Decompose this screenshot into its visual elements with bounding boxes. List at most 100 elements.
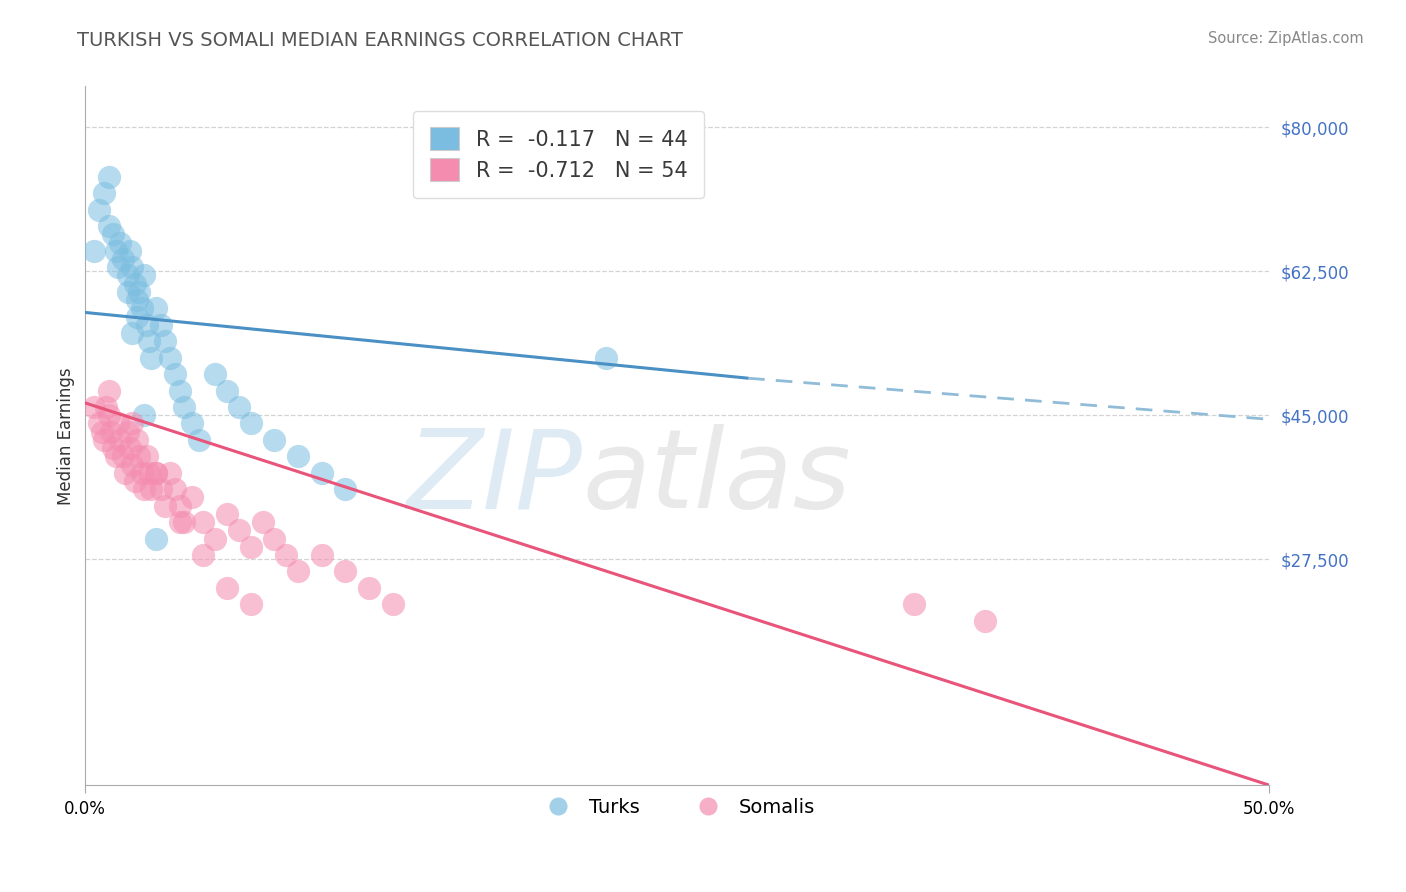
Point	[124, 474, 146, 488]
Point	[118, 441, 141, 455]
Legend: Turks, Somalis: Turks, Somalis	[531, 789, 823, 824]
Point	[163, 367, 186, 381]
Point	[135, 450, 157, 464]
Point	[97, 384, 120, 398]
Point	[104, 244, 127, 258]
Point	[125, 433, 148, 447]
Point	[263, 532, 285, 546]
Text: ZIP: ZIP	[406, 425, 582, 531]
Point	[83, 400, 105, 414]
Point	[149, 318, 172, 332]
Text: TURKISH VS SOMALI MEDIAN EARNINGS CORRELATION CHART: TURKISH VS SOMALI MEDIAN EARNINGS CORREL…	[77, 31, 683, 50]
Point	[287, 565, 309, 579]
Point	[973, 614, 995, 628]
Point	[276, 548, 298, 562]
Point	[97, 408, 120, 422]
Point	[335, 565, 357, 579]
Point	[173, 400, 195, 414]
Point	[117, 268, 139, 283]
Point	[100, 425, 122, 439]
Point	[90, 425, 112, 439]
Point	[263, 433, 285, 447]
Point	[97, 219, 120, 233]
Point	[169, 515, 191, 529]
Point	[89, 202, 111, 217]
Point	[128, 450, 150, 464]
Point	[121, 458, 143, 472]
Point	[131, 466, 153, 480]
Point	[93, 433, 115, 447]
Point	[117, 285, 139, 299]
Point	[110, 235, 132, 250]
Point	[107, 417, 129, 431]
Point	[169, 499, 191, 513]
Point	[131, 301, 153, 316]
Point	[111, 450, 134, 464]
Point	[145, 532, 167, 546]
Text: Source: ZipAtlas.com: Source: ZipAtlas.com	[1208, 31, 1364, 46]
Point	[134, 408, 156, 422]
Point	[311, 548, 333, 562]
Point	[180, 491, 202, 505]
Point	[215, 581, 238, 595]
Point	[204, 532, 226, 546]
Point	[287, 450, 309, 464]
Point	[155, 499, 177, 513]
Point	[135, 318, 157, 332]
Point	[114, 466, 136, 480]
Point	[595, 351, 617, 365]
Point	[104, 450, 127, 464]
Point	[239, 597, 262, 611]
Point	[311, 466, 333, 480]
Point	[252, 515, 274, 529]
Y-axis label: Median Earnings: Median Earnings	[58, 367, 75, 505]
Point	[118, 244, 141, 258]
Text: atlas: atlas	[582, 425, 851, 531]
Point	[335, 482, 357, 496]
Point	[149, 482, 172, 496]
Point	[193, 548, 215, 562]
Point	[141, 482, 163, 496]
Point	[381, 597, 404, 611]
Point	[145, 466, 167, 480]
Point	[93, 186, 115, 201]
Point	[134, 268, 156, 283]
Point	[121, 417, 143, 431]
Point	[103, 227, 125, 242]
Point	[228, 400, 250, 414]
Point	[215, 507, 238, 521]
Point	[193, 515, 215, 529]
Point	[97, 169, 120, 184]
Point	[124, 277, 146, 291]
Point	[215, 384, 238, 398]
Point	[134, 482, 156, 496]
Point	[117, 425, 139, 439]
Point	[159, 466, 181, 480]
Point	[141, 351, 163, 365]
Point	[239, 540, 262, 554]
Point	[145, 301, 167, 316]
Point	[128, 285, 150, 299]
Point	[163, 482, 186, 496]
Point	[125, 293, 148, 307]
Point	[83, 244, 105, 258]
Point	[159, 351, 181, 365]
Point	[180, 417, 202, 431]
Point	[228, 523, 250, 537]
Point	[903, 597, 925, 611]
Point	[96, 400, 118, 414]
Point	[121, 260, 143, 275]
Point	[155, 334, 177, 349]
Point	[110, 433, 132, 447]
Point	[145, 466, 167, 480]
Point	[121, 326, 143, 340]
Point	[173, 515, 195, 529]
Point	[138, 466, 160, 480]
Point	[169, 384, 191, 398]
Point	[204, 367, 226, 381]
Point	[187, 433, 209, 447]
Point	[111, 252, 134, 266]
Point	[125, 310, 148, 324]
Point	[89, 417, 111, 431]
Point	[239, 417, 262, 431]
